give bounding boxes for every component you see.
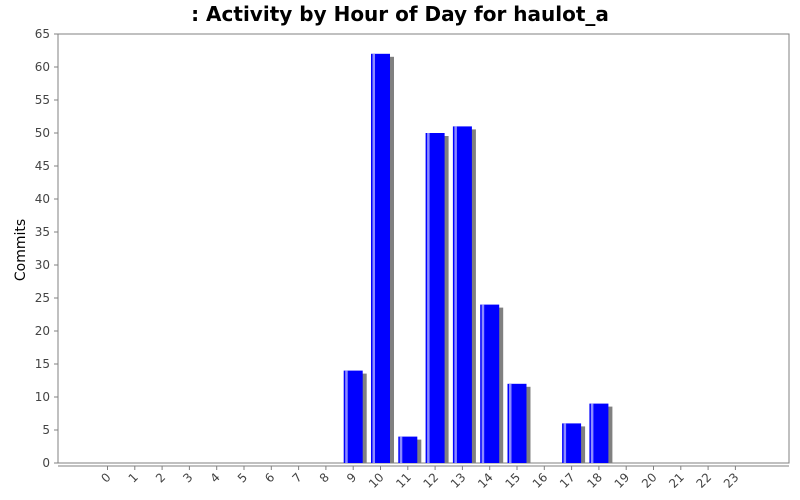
x-tick-label: 8 — [317, 470, 332, 485]
y-tick-label: 5 — [42, 423, 50, 437]
bar-highlight — [345, 370, 348, 463]
x-tick-label: 5 — [235, 470, 250, 485]
bar-hour-9 — [343, 370, 367, 463]
x-tick-label: 19 — [612, 470, 633, 491]
x-tick-label: 23 — [721, 470, 742, 491]
bar-hour-11 — [398, 436, 422, 463]
y-tick-label: 55 — [35, 93, 50, 107]
y-tick-label: 15 — [35, 357, 50, 371]
x-tick-label: 9 — [344, 470, 359, 485]
plot-area — [57, 33, 790, 467]
y-tick-label: 35 — [35, 225, 50, 239]
bar — [425, 133, 445, 463]
bar-highlight — [590, 403, 594, 463]
bar — [343, 370, 363, 463]
x-tick-label: 10 — [366, 470, 387, 491]
bar — [589, 403, 609, 463]
y-tick-label: 20 — [35, 324, 50, 338]
y-tick-label: 0 — [42, 456, 50, 470]
x-tick-label: 16 — [530, 470, 551, 491]
y-tick-label: 30 — [35, 258, 50, 272]
y-tick-label: 60 — [35, 60, 50, 74]
bar-hour-18 — [589, 403, 613, 463]
x-axis: 0 1 2 3 4 5 6 7 8 9 10 11 12 13 14 15 16 17 18 19 20 21 22 23 — [98, 466, 742, 491]
x-tick-label: 18 — [584, 470, 605, 491]
bar-hour-15 — [507, 383, 531, 463]
plot-frame — [57, 33, 790, 464]
x-tick-label: 1 — [126, 470, 141, 485]
x-tick-label: 7 — [289, 470, 304, 485]
bar-hour-13 — [452, 126, 476, 464]
y-tick-label: 50 — [35, 126, 50, 140]
bar-highlight — [372, 53, 375, 464]
bar-hour-12 — [425, 133, 449, 463]
x-tick-label: 21 — [666, 470, 687, 491]
bar-highlight — [563, 423, 567, 463]
bar-hour-14 — [480, 304, 504, 463]
bar — [562, 423, 582, 463]
bar — [452, 126, 472, 464]
y-axis: 0 5 10 15 20 25 30 35 40 45 50 55 60 65 — [35, 27, 58, 470]
bar-highlight — [427, 133, 430, 463]
bar-hour-17 — [562, 423, 586, 463]
x-tick-label: 6 — [262, 470, 277, 485]
x-tick-label: 20 — [639, 470, 660, 491]
x-tick-label: 0 — [98, 470, 113, 485]
bar — [507, 383, 527, 463]
x-tick-label: 4 — [208, 470, 223, 485]
x-tick-label: 22 — [694, 470, 715, 491]
bar-highlight — [481, 304, 485, 463]
x-tick-label: 12 — [421, 470, 442, 491]
x-tick-label: 15 — [502, 470, 523, 491]
x-tick-label: 13 — [448, 470, 469, 491]
bar-highlight — [399, 436, 403, 463]
y-tick-label: 25 — [35, 291, 50, 305]
y-tick-label: 40 — [35, 192, 50, 206]
y-axis-label: Commits — [13, 219, 29, 281]
x-tick-label: 2 — [153, 470, 168, 485]
chart-title: : Activity by Hour of Day for haulot_a — [191, 2, 609, 26]
bar — [398, 436, 418, 463]
y-tick-label: 65 — [35, 27, 50, 41]
bar-highlight — [509, 383, 512, 463]
y-tick-label: 10 — [35, 390, 50, 404]
bar-hour-10 — [371, 53, 394, 464]
bar — [480, 304, 500, 463]
x-tick-label: 14 — [475, 470, 496, 491]
bars — [343, 53, 613, 464]
x-tick-label: 3 — [180, 470, 195, 485]
x-tick-label: 17 — [557, 470, 578, 491]
bar — [371, 53, 390, 464]
x-tick-label: 11 — [393, 470, 414, 491]
y-tick-label: 45 — [35, 159, 50, 173]
bar-highlight — [454, 126, 457, 464]
